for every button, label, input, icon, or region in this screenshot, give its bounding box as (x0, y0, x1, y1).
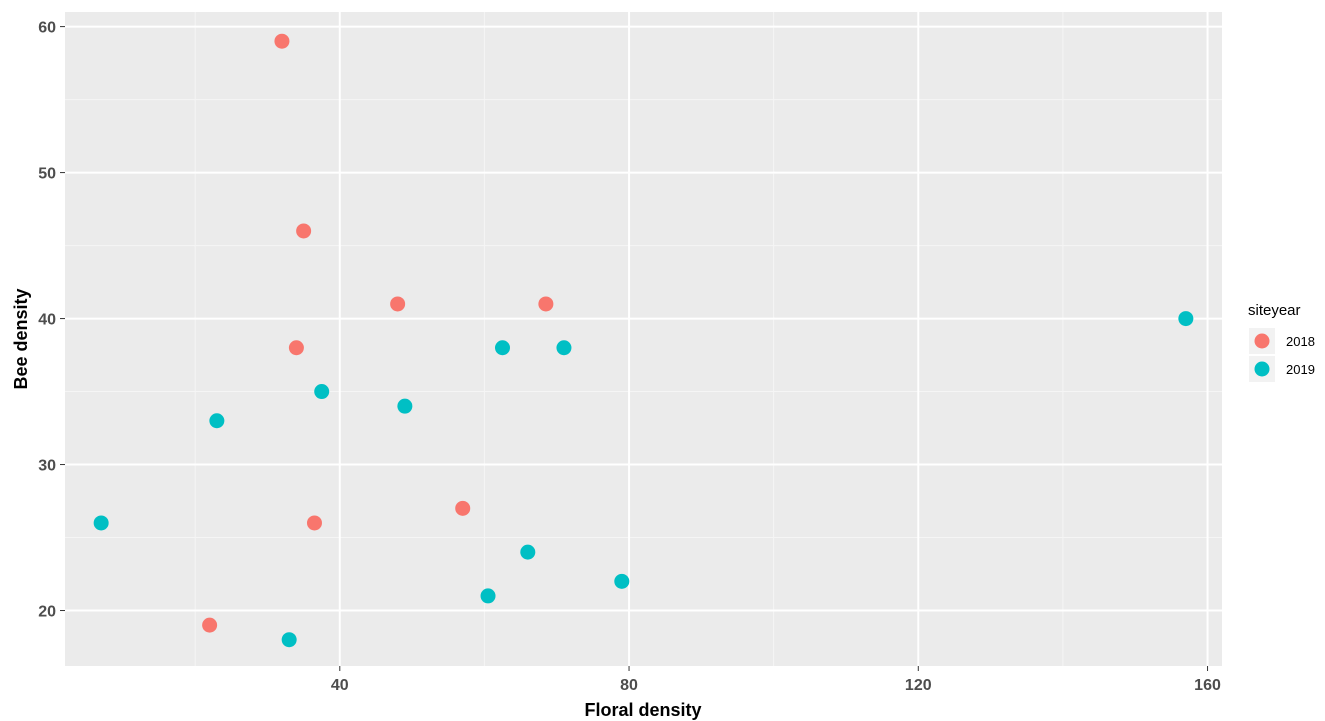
data-point-2019 (494, 340, 510, 356)
data-point-2019 (314, 384, 330, 400)
data-point-2018 (538, 296, 554, 312)
data-point-2019 (93, 515, 109, 531)
y-tick-label: 60 (38, 20, 56, 37)
y-axis-title: Bee density (11, 288, 31, 389)
data-point-2019 (281, 632, 297, 648)
y-tick-label: 40 (38, 312, 56, 329)
legend-label-2019: 2019 (1286, 362, 1315, 377)
data-point-2019 (480, 588, 496, 604)
legend: siteyear 2018 2019 (1248, 302, 1315, 382)
data-points (93, 33, 1194, 648)
major-gridlines (65, 12, 1222, 666)
data-point-2019 (209, 413, 225, 429)
y-tick-label: 20 (38, 604, 56, 621)
legend-key-2019 (1254, 361, 1270, 377)
data-point-2018 (390, 296, 406, 312)
data-point-2018 (306, 515, 322, 531)
legend-label-2018: 2018 (1286, 334, 1315, 349)
legend-key-2018 (1254, 333, 1270, 349)
plot-panel (65, 12, 1222, 666)
data-point-2018 (296, 223, 312, 239)
minor-gridlines (65, 12, 1222, 666)
data-point-2019 (1178, 311, 1194, 327)
x-tick-label: 160 (1194, 677, 1221, 694)
data-point-2018 (455, 500, 471, 516)
x-tick-label: 120 (905, 677, 932, 694)
data-point-2018 (202, 617, 218, 633)
data-point-2018 (274, 33, 290, 49)
data-point-2019 (520, 544, 536, 560)
y-axis-ticks: 20 30 40 50 60 (38, 20, 65, 621)
x-axis-title: Floral density (584, 700, 701, 720)
data-point-2019 (556, 340, 572, 356)
x-tick-label: 40 (331, 677, 349, 694)
data-point-2019 (397, 398, 413, 414)
data-point-2018 (288, 340, 304, 356)
x-tick-label: 80 (620, 677, 638, 694)
y-tick-label: 50 (38, 166, 56, 183)
data-point-2019 (614, 573, 630, 589)
y-tick-label: 30 (38, 458, 56, 475)
legend-title: siteyear (1248, 302, 1301, 319)
x-axis-ticks: 40 80 120 160 (331, 666, 1221, 694)
